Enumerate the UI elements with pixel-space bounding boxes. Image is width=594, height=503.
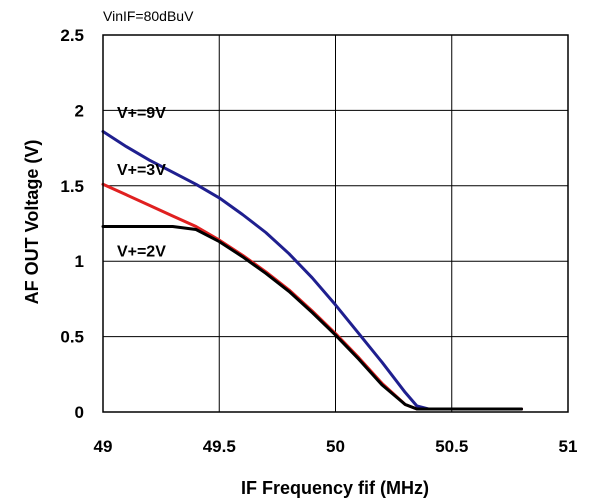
y-tick-label: 0.5 bbox=[60, 328, 84, 347]
y-tick-label: 1.5 bbox=[60, 177, 84, 196]
series-label: V+=9V bbox=[117, 105, 166, 122]
y-tick-label: 2.5 bbox=[60, 26, 84, 45]
x-tick-label: 49 bbox=[94, 437, 113, 456]
y-tick-label: 0 bbox=[75, 403, 84, 422]
series-group bbox=[101, 130, 523, 411]
series-line-v2v bbox=[101, 225, 523, 411]
x-tick-label: 49.5 bbox=[203, 437, 236, 456]
x-tick-labels: 49 49.5 50 50.5 51 bbox=[94, 437, 578, 456]
y-tick-label: 1 bbox=[75, 252, 84, 271]
y-tick-labels: 0 0.5 1 1.5 2 2.5 bbox=[60, 26, 84, 422]
y-tick-label: 2 bbox=[75, 101, 84, 120]
series-line-v3v bbox=[101, 182, 523, 411]
series-label: V+=3V bbox=[117, 162, 166, 179]
x-tick-label: 51 bbox=[559, 437, 578, 456]
grid bbox=[102, 34, 569, 413]
x-tick-label: 50 bbox=[326, 437, 345, 456]
series-annotations: V+=9V V+=3V V+=2V bbox=[117, 105, 166, 261]
series-label: V+=2V bbox=[117, 244, 166, 261]
plot-frame bbox=[102, 34, 569, 413]
y-axis-title: AF OUT Voltage (V) bbox=[22, 140, 42, 305]
x-tick-label: 50.5 bbox=[435, 437, 468, 456]
condition-label: VinIF=80dBuV bbox=[103, 8, 194, 24]
x-axis-title: IF Frequency fif (MHz) bbox=[241, 478, 429, 498]
